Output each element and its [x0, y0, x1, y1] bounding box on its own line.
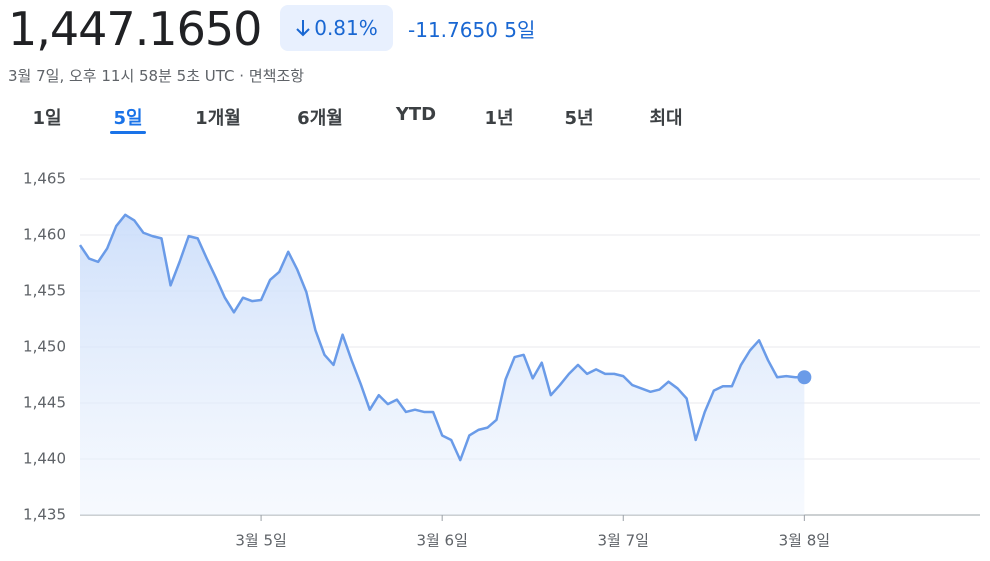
- y-tick-label: 1,440: [23, 450, 66, 468]
- timestamp: 3월 7일, 오후 11시 58분 5초 UTC: [8, 67, 235, 85]
- range-tab[interactable]: 6개월: [297, 108, 343, 129]
- price: 1,447.1650: [8, 2, 262, 56]
- x-tick-label: 3월 8일: [779, 532, 830, 550]
- change-percent: 0.81%: [314, 16, 378, 40]
- x-tick-label: 3월 6일: [416, 532, 467, 550]
- range-tab[interactable]: 최대: [649, 108, 683, 129]
- x-tick-label: 3월 5일: [235, 532, 286, 550]
- y-tick-label: 1,450: [23, 338, 66, 356]
- range-tab[interactable]: 1년: [484, 108, 514, 129]
- change: -11.7650 5일: [408, 14, 535, 43]
- last-point: [797, 370, 812, 385]
- y-tick-label: 1,460: [23, 226, 66, 244]
- change-badge: 0.81%: [280, 5, 393, 51]
- range-tab[interactable]: 5년: [564, 108, 594, 129]
- area-fill: [80, 214, 805, 515]
- change-value: -11.7650: [408, 18, 498, 42]
- y-tick-label: 1,465: [23, 170, 66, 188]
- disclaimer[interactable]: 면책조항: [248, 67, 305, 85]
- tab-underline: [110, 131, 146, 134]
- range-tab[interactable]: 1일: [32, 108, 62, 129]
- range-tab[interactable]: 5일: [113, 108, 143, 129]
- price-line: [78, 213, 805, 462]
- subtitle: 3월 7일, 오후 11시 58분 5초 UTC · 면책조항: [8, 67, 305, 85]
- x-tick-label: 3월 7일: [598, 532, 649, 550]
- y-tick-label: 1,435: [23, 506, 66, 524]
- period: 5일: [504, 18, 536, 42]
- range-tab[interactable]: 1개월: [195, 108, 241, 129]
- range-tab[interactable]: YTD: [395, 104, 437, 125]
- y-tick-label: 1,445: [23, 394, 66, 412]
- down-arrow: [296, 20, 310, 37]
- y-tick-label: 1,455: [23, 282, 66, 300]
